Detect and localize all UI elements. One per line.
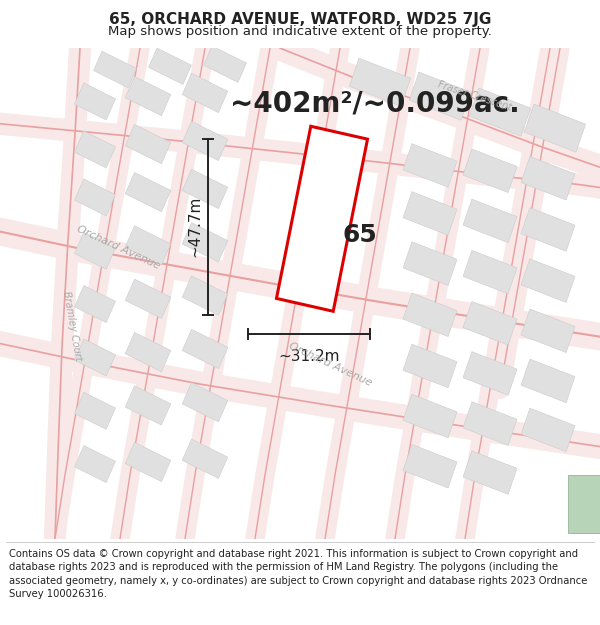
Bar (182, 276, 228, 315)
Bar (182, 222, 228, 262)
Bar (409, 72, 470, 120)
Bar (463, 451, 517, 494)
Bar (403, 444, 457, 488)
Text: Contains OS data © Crown copyright and database right 2021. This information is : Contains OS data © Crown copyright and d… (9, 549, 587, 599)
Text: Fraser Crescent: Fraser Crescent (437, 79, 513, 112)
Bar (403, 242, 457, 286)
Bar (182, 329, 228, 369)
Bar (521, 208, 575, 251)
Bar (403, 144, 457, 188)
Bar (74, 131, 116, 168)
Bar (125, 279, 171, 318)
Bar (74, 446, 116, 483)
Bar (182, 73, 228, 112)
Bar (524, 104, 586, 152)
Text: Bramley Court: Bramley Court (61, 290, 83, 361)
Text: Orchard Avenue: Orchard Avenue (75, 224, 161, 271)
Bar (182, 169, 228, 209)
Bar (463, 352, 517, 395)
Bar (203, 46, 247, 82)
Bar (521, 309, 575, 352)
Bar (74, 286, 116, 322)
Bar (149, 48, 191, 84)
Bar (125, 386, 171, 425)
Bar (125, 226, 171, 265)
FancyBboxPatch shape (568, 475, 600, 533)
Bar (403, 293, 457, 336)
Bar (463, 251, 517, 294)
Bar (463, 199, 517, 242)
Bar (521, 156, 575, 200)
Bar (125, 124, 171, 164)
Bar (74, 339, 116, 376)
Bar (182, 121, 228, 161)
Bar (94, 51, 136, 88)
Text: 65: 65 (343, 222, 377, 247)
Text: ~402m²/~0.099ac.: ~402m²/~0.099ac. (230, 89, 520, 118)
Text: Map shows position and indicative extent of the property.: Map shows position and indicative extent… (108, 24, 492, 38)
Bar (521, 359, 575, 403)
Bar (469, 88, 530, 136)
Bar (521, 259, 575, 302)
Bar (74, 83, 116, 120)
Bar (125, 442, 171, 482)
Bar (521, 408, 575, 452)
Bar (463, 149, 517, 192)
Text: Orchard Avenue: Orchard Avenue (287, 341, 373, 389)
Bar (74, 392, 116, 429)
Bar (349, 58, 410, 106)
Bar (74, 232, 116, 269)
Text: ~31.2m: ~31.2m (278, 349, 340, 364)
Text: ~47.7m: ~47.7m (187, 196, 203, 258)
Bar (463, 301, 517, 345)
Bar (125, 332, 171, 372)
Bar (74, 179, 116, 216)
Bar (463, 402, 517, 446)
Bar (277, 126, 368, 311)
Bar (182, 382, 228, 422)
Bar (403, 344, 457, 388)
Bar (182, 439, 228, 478)
Bar (125, 76, 171, 116)
Bar (403, 394, 457, 438)
Bar (403, 192, 457, 235)
Text: 65, ORCHARD AVENUE, WATFORD, WD25 7JG: 65, ORCHARD AVENUE, WATFORD, WD25 7JG (109, 12, 491, 27)
Bar (125, 173, 171, 212)
